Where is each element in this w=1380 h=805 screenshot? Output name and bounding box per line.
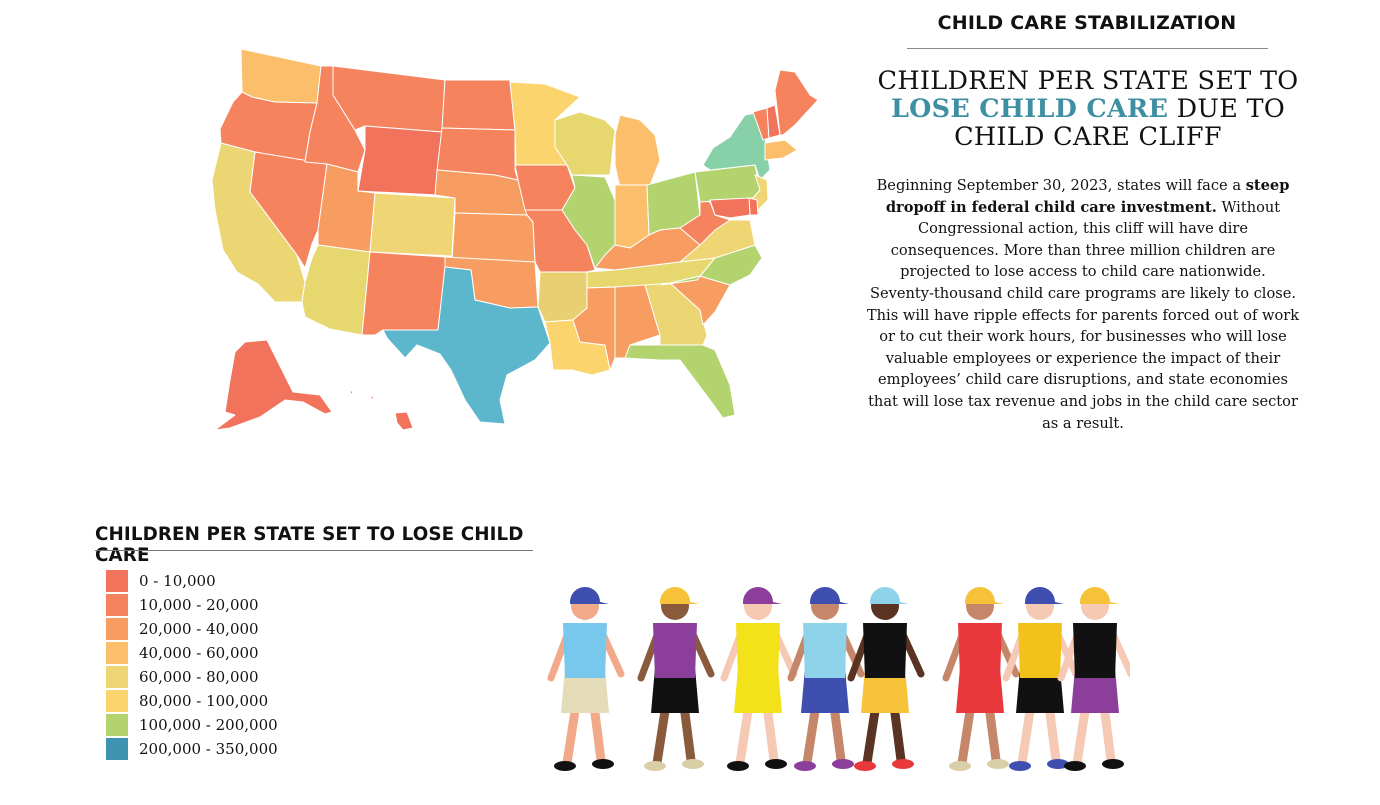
legend-item: 80,000 - 100,000 — [106, 689, 278, 713]
legend-swatch — [106, 642, 128, 664]
child-figure — [720, 587, 798, 771]
state-MI[interactable] — [614, 114, 661, 189]
state-MD[interactable] — [709, 197, 751, 219]
legend-label: 60,000 - 80,000 — [139, 668, 259, 686]
legend-swatch — [106, 714, 128, 736]
legend-swatch — [106, 690, 128, 712]
legend-swatch — [106, 594, 128, 616]
children-illustration — [547, 587, 1130, 771]
state-ND[interactable] — [441, 79, 516, 131]
page-headline: CHILDREN PER STATE SET TO LOSE CHILD CAR… — [860, 67, 1316, 151]
header-divider — [907, 48, 1268, 49]
state-TX[interactable] — [382, 266, 551, 425]
us-states-map — [211, 48, 819, 431]
headline-highlight: LOSE CHILD CARE — [890, 94, 1169, 124]
child-figure — [1057, 587, 1130, 771]
headline-part-2: DUE TO CHILD CARE CLIFF — [954, 94, 1286, 152]
state-WI[interactable] — [554, 111, 616, 176]
state-NC[interactable] — [660, 244, 763, 286]
description-part-2: Without Congressional action, this cliff… — [866, 198, 1300, 432]
child-figure — [547, 587, 625, 771]
legend-item: 40,000 - 60,000 — [106, 641, 278, 665]
legend-swatch — [106, 570, 128, 592]
legend-title: CHILDREN PER STATE SET TO LOSE CHILD CAR… — [95, 524, 524, 566]
state-KS[interactable] — [451, 212, 536, 263]
legend-swatch — [106, 738, 128, 760]
legend-label: 200,000 - 350,000 — [139, 740, 278, 758]
legend-label: 80,000 - 100,000 — [139, 692, 269, 710]
state-NM[interactable] — [361, 251, 446, 336]
description-bold: steep dropoff in federal child care inve… — [885, 177, 1290, 216]
legend-item: 200,000 - 350,000 — [106, 737, 278, 761]
state-CO[interactable] — [369, 192, 456, 257]
description-part-1: Beginning September 30, 2023, states wil… — [876, 177, 1242, 194]
legend-item: 100,000 - 200,000 — [106, 713, 278, 737]
legend-label: 10,000 - 20,000 — [139, 596, 259, 614]
state-WA[interactable] — [240, 48, 322, 104]
section-kicker: CHILD CARE STABILIZATION — [937, 12, 1237, 34]
legend-label: 40,000 - 60,000 — [139, 644, 259, 662]
legend-swatch — [106, 618, 128, 640]
child-figure — [942, 587, 1020, 771]
headline-part-1: CHILDREN PER STATE SET TO — [877, 66, 1299, 96]
description-paragraph: Beginning September 30, 2023, states wil… — [866, 175, 1300, 434]
state-WY[interactable] — [357, 125, 443, 196]
state-FL[interactable] — [624, 344, 736, 419]
state-ME[interactable] — [774, 69, 819, 136]
legend-label: 20,000 - 40,000 — [139, 620, 259, 638]
state-AZ[interactable] — [301, 244, 371, 336]
legend-item: 10,000 - 20,000 — [106, 593, 278, 617]
legend-label: 0 - 10,000 — [139, 572, 216, 590]
legend-item: 0 - 10,000 — [106, 569, 278, 593]
child-figure — [787, 587, 865, 771]
state-MT[interactable] — [332, 65, 446, 133]
legend-item: 60,000 - 80,000 — [106, 665, 278, 689]
legend-label: 100,000 - 200,000 — [139, 716, 278, 734]
state-HI[interactable] — [349, 389, 414, 431]
state-AK[interactable] — [214, 339, 333, 431]
map-legend: 0 - 10,000 10,000 - 20,000 20,000 - 40,0… — [106, 569, 278, 761]
child-figure — [847, 587, 925, 771]
legend-swatch — [106, 666, 128, 688]
legend-item: 20,000 - 40,000 — [106, 617, 278, 641]
state-PA[interactable] — [694, 164, 761, 203]
child-figure — [637, 587, 715, 771]
state-MA[interactable] — [764, 139, 798, 161]
legend-divider — [95, 550, 533, 551]
child-figure — [1002, 587, 1080, 771]
